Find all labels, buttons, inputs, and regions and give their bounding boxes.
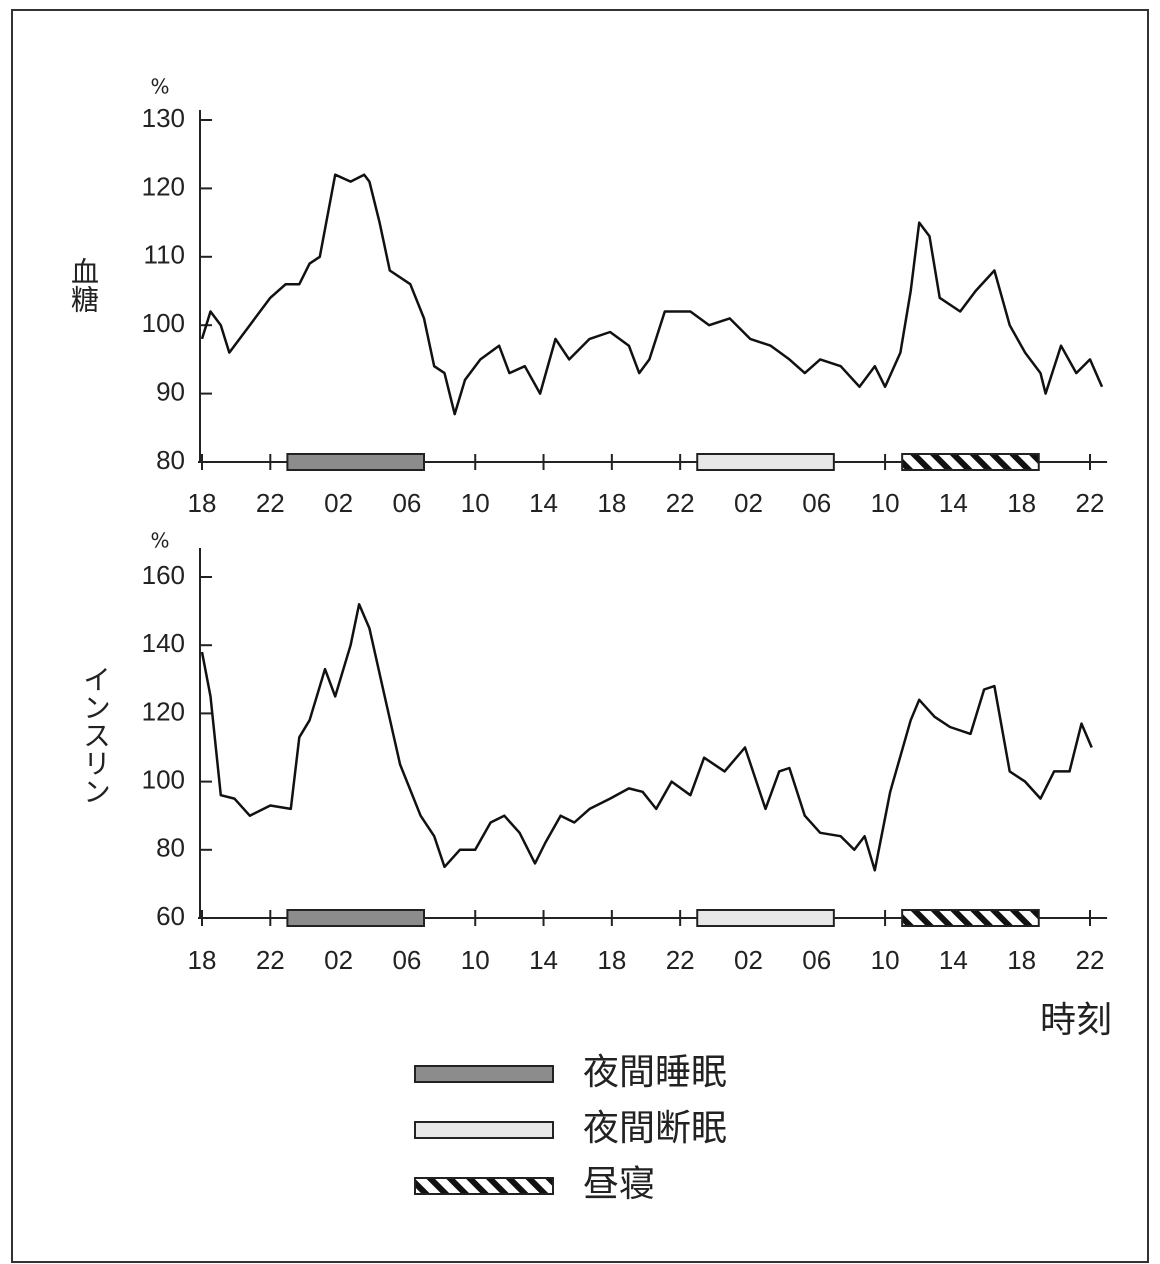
x-tick-label: 22 [666, 488, 695, 518]
x-tick-label: 10 [461, 945, 490, 975]
x-tick-label: 02 [734, 488, 763, 518]
y-tick-label: 80 [156, 833, 185, 863]
period-bar [286, 909, 425, 927]
y-tick-label: 60 [156, 901, 185, 931]
period-bar [696, 453, 835, 471]
legend-label: 夜間断眠 [583, 1108, 727, 1149]
period-bar [901, 909, 1040, 927]
x-tick-label: 14 [939, 488, 968, 518]
x-tick-label: 10 [461, 488, 490, 518]
period-bar [901, 453, 1040, 471]
x-tick-label: 14 [529, 945, 558, 975]
period-bar [286, 453, 425, 471]
y-axis-label: インスリン [79, 665, 112, 805]
y-tick-label: 90 [156, 376, 185, 406]
x-tick-label: 22 [666, 945, 695, 975]
x-tick-label: 22 [1076, 488, 1105, 518]
legend-label: 昼寝 [583, 1164, 655, 1205]
x-tick-label: 14 [939, 945, 968, 975]
x-tick-label: 18 [1007, 488, 1036, 518]
period-bar [696, 909, 835, 927]
x-tick-label: 18 [188, 488, 217, 518]
x-tick-label: 02 [734, 945, 763, 975]
legend-swatch [414, 1177, 554, 1195]
y-tick-label: 140 [142, 628, 185, 658]
x-tick-label: 18 [188, 945, 217, 975]
data-line [200, 603, 1093, 872]
x-tick-label: 22 [1076, 945, 1105, 975]
y-axis-label: 血糖 [67, 257, 100, 313]
x-tick-label: 06 [392, 945, 421, 975]
data-line [200, 173, 1104, 416]
y-tick-label: 120 [142, 696, 185, 726]
x-tick-label: 06 [392, 488, 421, 518]
x-tick-label: 06 [802, 488, 831, 518]
x-tick-label: 10 [871, 488, 900, 518]
y-tick-label: 160 [142, 560, 185, 590]
legend-swatch [414, 1121, 554, 1139]
y-tick-label: 100 [142, 764, 185, 794]
x-tick-label: 02 [324, 488, 353, 518]
x-tick-label: 06 [802, 945, 831, 975]
y-tick-label: 100 [142, 308, 185, 338]
y-tick-label: 120 [142, 171, 185, 201]
y-unit: % [150, 75, 169, 99]
x-tick-label: 02 [324, 945, 353, 975]
x-axis-label: 時刻 [1040, 1000, 1112, 1041]
x-tick-label: 22 [256, 945, 285, 975]
x-tick-label: 22 [256, 488, 285, 518]
y-tick-label: 110 [144, 240, 185, 270]
y-unit: % [150, 529, 169, 553]
legend-label: 夜間睡眠 [583, 1052, 727, 1093]
x-tick-label: 14 [529, 488, 558, 518]
frame [11, 9, 1149, 1263]
y-tick-label: 80 [156, 445, 185, 475]
x-tick-label: 18 [597, 945, 626, 975]
legend-swatch [414, 1065, 554, 1083]
x-tick-label: 18 [597, 488, 626, 518]
y-tick-label: 130 [142, 103, 185, 133]
x-tick-label: 10 [871, 945, 900, 975]
x-tick-label: 18 [1007, 945, 1036, 975]
